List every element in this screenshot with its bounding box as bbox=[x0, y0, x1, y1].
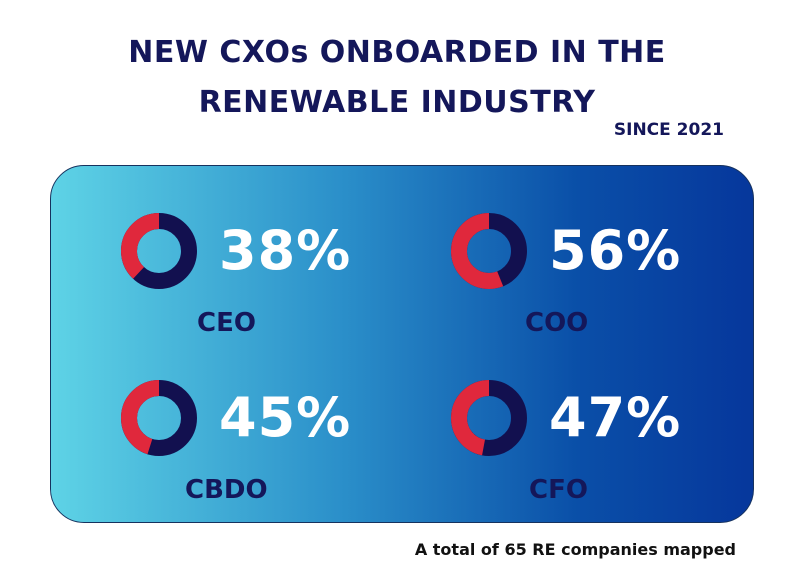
title-line-1: NEW CXOs ONBOARDED IN THE bbox=[128, 35, 666, 70]
value-label-cfo: 47% bbox=[549, 386, 682, 449]
category-label-cbdo: CBDO bbox=[185, 475, 268, 505]
donut-segment-cfo bbox=[451, 380, 527, 456]
category-label-cfo: CFO bbox=[529, 475, 588, 505]
metric-cbdo: 45% CBDO bbox=[119, 378, 419, 518]
footer-note: A total of 65 RE companies mapped bbox=[414, 540, 736, 559]
donut-cfo bbox=[451, 380, 527, 456]
value-label-cbdo: 45% bbox=[219, 386, 352, 449]
value-label-coo: 56% bbox=[549, 219, 682, 282]
title-line-2: RENEWABLE INDUSTRY bbox=[198, 85, 596, 120]
donut-cbdo bbox=[121, 380, 197, 456]
metric-ceo: 38% CEO bbox=[119, 211, 419, 351]
donut-ceo bbox=[121, 213, 197, 289]
chart-title: NEW CXOs ONBOARDED IN THE RENEWABLE INDU… bbox=[0, 28, 794, 128]
donut-segment-ceo bbox=[121, 213, 197, 289]
donut-coo bbox=[451, 213, 527, 289]
category-label-ceo: CEO bbox=[197, 308, 256, 338]
donut-segment-coo bbox=[451, 213, 527, 289]
value-label-ceo: 38% bbox=[219, 219, 352, 282]
category-label-coo: COO bbox=[525, 308, 589, 338]
chart-subtitle: SINCE 2021 bbox=[613, 120, 724, 140]
metric-coo: 56% COO bbox=[449, 211, 749, 351]
metrics-panel: 38% CEO 56% COO 45% CBDO 47% CFO bbox=[50, 165, 754, 523]
donut-segment-cbdo bbox=[121, 380, 197, 456]
metric-cfo: 47% CFO bbox=[449, 378, 749, 518]
